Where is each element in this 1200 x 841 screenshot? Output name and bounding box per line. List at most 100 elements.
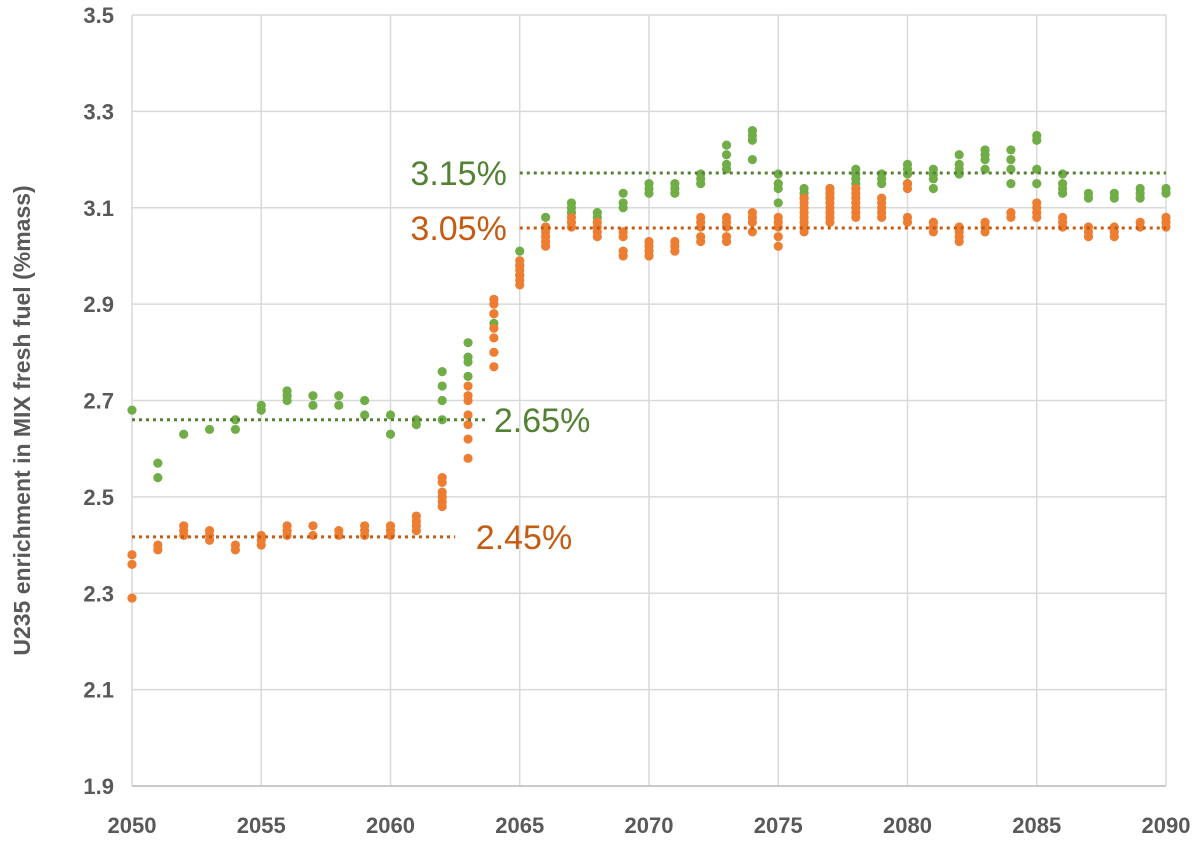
data-point [256,540,266,550]
data-point [463,419,473,430]
x-tick-label: 2080 [883,813,932,838]
data-point [928,183,938,194]
data-point [282,395,292,406]
data-point [773,198,783,208]
data-point [1032,164,1042,174]
data-point [463,410,473,420]
data-point [308,400,318,410]
data-point [670,246,680,256]
data-point [773,241,783,251]
data-point [721,164,732,174]
reference-line-label: 3.15% [410,155,506,193]
data-point [437,501,447,512]
data-point [618,232,628,242]
x-tick-label: 2065 [495,813,544,838]
data-point [1083,232,1094,242]
data-point [877,212,887,222]
data-point [153,545,163,555]
data-point [644,251,654,261]
data-point [489,323,499,333]
data-point [670,188,680,198]
data-point [515,280,525,290]
data-point [1006,212,1016,222]
data-point [153,473,163,483]
reference-line-label: 3.05% [410,210,506,248]
y-axis-label: U235 enrichment in MIX fresh fuel (%mass… [9,185,35,655]
data-point [308,521,318,531]
data-point [204,424,215,435]
data-point [1109,232,1119,242]
data-point [747,154,758,165]
x-tick-label: 2075 [754,813,803,838]
data-point [515,246,525,256]
data-point [1006,164,1016,174]
data-point [1109,193,1119,203]
data-point [980,227,990,237]
data-point [437,477,447,488]
y-tick-label: 1.9 [83,774,114,799]
data-point [463,453,473,463]
data-point [1006,145,1016,155]
data-point [1058,188,1068,198]
data-point [825,217,835,227]
data-point [463,434,473,444]
data-point [541,212,551,222]
data-point [489,362,499,372]
data-point [411,419,421,430]
data-point [877,179,887,189]
data-point [1161,188,1171,198]
y-tick-label: 3.1 [83,196,114,221]
data-point [127,593,137,603]
data-point [618,251,628,261]
data-point [954,236,964,247]
data-point [463,381,473,391]
data-point [127,550,137,560]
data-point [1135,193,1145,203]
y-tick-label: 2.9 [83,292,114,317]
data-point [256,405,266,415]
data-point [334,391,344,401]
data-point [696,236,706,247]
data-point [360,410,370,420]
y-tick-label: 2.5 [83,485,114,510]
data-point [334,400,344,410]
data-point [230,415,240,425]
data-point [618,203,628,213]
data-point [463,371,473,382]
data-point [747,227,758,237]
data-point [954,150,964,160]
data-point [1032,212,1042,222]
reference-line-label: 2.65% [494,402,590,440]
data-point [127,405,137,415]
data-point [463,338,473,348]
x-tick-label: 2090 [1142,813,1191,838]
data-point [1006,179,1016,189]
data-point [153,458,163,468]
data-point [230,545,240,555]
data-point [541,241,551,251]
data-point [773,183,783,194]
data-point [308,391,318,401]
data-point [902,217,913,227]
data-point [696,179,706,189]
data-point [385,410,396,420]
data-point [592,232,602,242]
data-point [980,164,990,174]
x-tick-label: 2070 [625,813,674,838]
data-point [721,236,732,247]
x-tick-label: 2055 [237,813,286,838]
data-point [928,227,938,237]
x-tick-labels: 2050 2055 2060 2065 2070 2075 2080 2085 2090 [108,813,1191,838]
data-point [1083,193,1094,203]
data-point [721,150,732,160]
y-tick-label: 2.1 [83,678,114,703]
reference-lines: 3.15% 3.05% 2.65% 2.45% [132,155,1166,557]
data-point [230,424,240,435]
data-point [851,212,861,222]
data-point [360,395,370,406]
data-point [1032,135,1042,145]
data-point [127,559,137,569]
data-point [747,217,758,227]
data-point [437,395,447,406]
